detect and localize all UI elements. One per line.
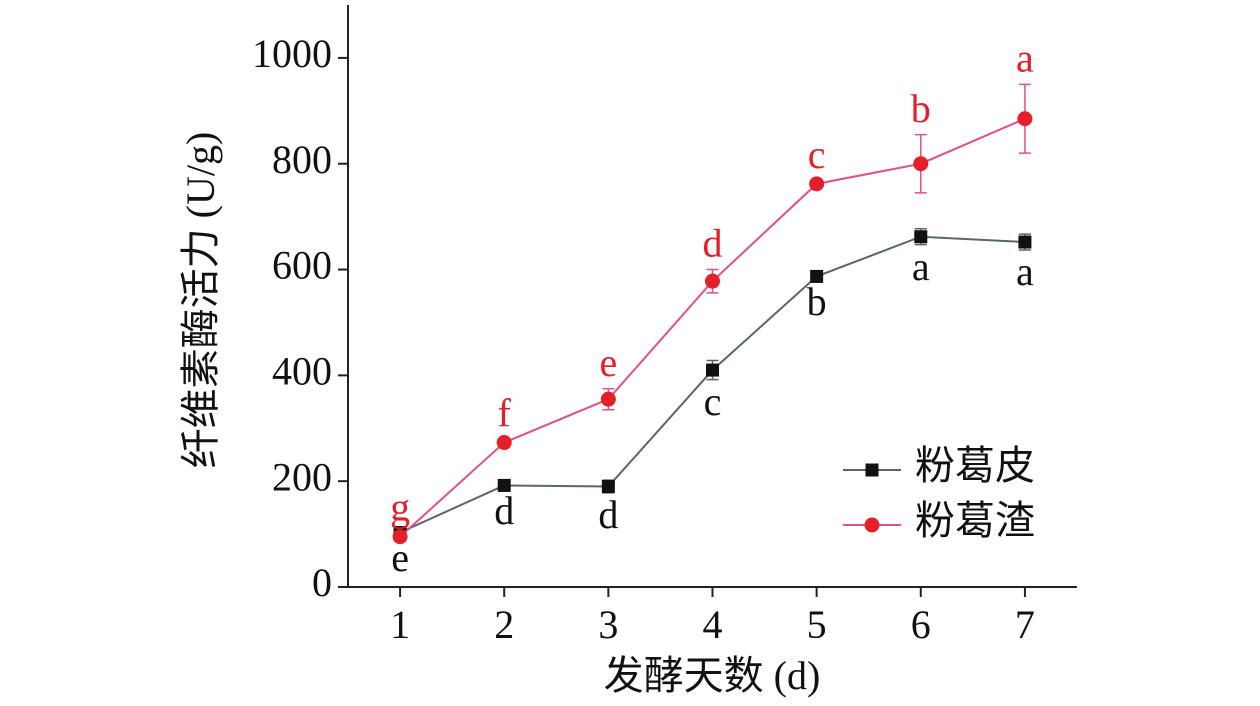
significance-label: d [598,492,618,537]
data-point [706,363,719,377]
y-tick-label: 200 [272,454,332,499]
significance-label: d [494,488,514,533]
data-point [913,156,929,172]
x-tick-label: 6 [911,602,931,647]
y-axis-title: 纤维素酶活力 (U/g) [178,132,223,469]
significance-label: c [704,379,722,424]
x-tick-label: 3 [598,602,618,647]
y-tick-label: 1000 [252,31,332,76]
data-point [810,269,824,283]
data-point [497,478,511,492]
data-point [600,391,616,407]
legend-label: 粉葛皮 [915,443,1035,488]
legend-marker [865,463,879,477]
data-point [914,230,928,244]
significance-label: b [807,279,827,324]
significance-label: d [703,221,723,266]
y-tick-label: 800 [272,137,332,182]
data-point [1018,235,1032,249]
significance-label: g [390,485,410,530]
significance-label: b [911,86,931,131]
y-tick-label: 0 [312,560,332,605]
legend-marker [864,517,880,533]
legend-label: 粉葛渣 [915,498,1035,543]
x-tick-label: 2 [494,602,514,647]
significance-label: f [498,391,512,436]
data-point [601,479,615,493]
significance-label: e [599,340,617,385]
x-tick-label: 7 [1015,602,1035,647]
data-point [809,176,825,192]
x-tick-label: 4 [703,602,723,647]
significance-label: c [808,132,826,177]
x-axis-title: 发酵天数 (d) [604,653,821,698]
data-point [496,435,512,451]
y-tick-label: 400 [272,349,332,394]
x-tick-label: 5 [807,602,827,647]
x-tick-label: 1 [390,602,410,647]
data-point [1017,111,1033,127]
data-point [705,273,720,289]
data-point [392,529,408,545]
significance-label: a [1016,249,1034,294]
significance-label: a [912,244,930,289]
y-tick-label: 600 [272,243,332,288]
significance-label: e [391,535,409,580]
significance-label: a [1016,36,1034,81]
